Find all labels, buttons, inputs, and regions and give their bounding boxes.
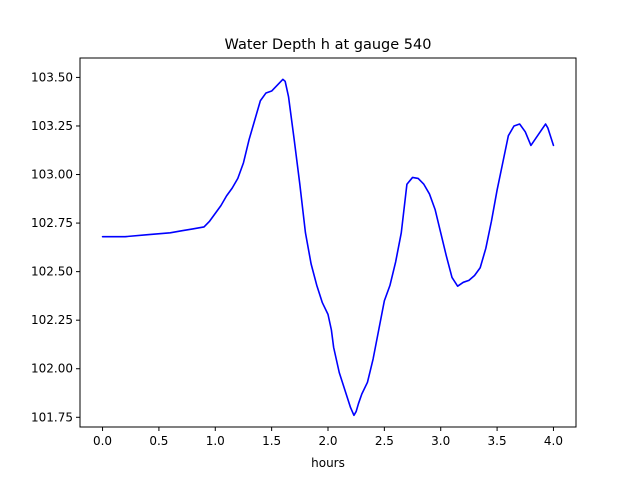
y-tick-label: 102.00 <box>31 362 73 376</box>
x-tick-label: 4.0 <box>544 434 563 448</box>
y-axis: 101.75 102.00 102.25 102.50 102.75 103.00 103.… <box>31 70 80 424</box>
y-tick-label: 101.75 <box>31 410 73 424</box>
x-tick-label: 1.5 <box>262 434 281 448</box>
x-tick-label: 3.0 <box>431 434 450 448</box>
x-tick-label: 3.5 <box>488 434 507 448</box>
x-tick-label: 1.0 <box>206 434 225 448</box>
chart-title: Water Depth h at gauge 540 <box>225 37 432 53</box>
series-line-1 <box>101 78 555 417</box>
y-tick-label: 103.50 <box>31 70 73 84</box>
y-tick-label: 103.00 <box>31 168 73 182</box>
x-tick-label: 0.5 <box>149 434 168 448</box>
x-axis-label: hours <box>311 456 345 470</box>
series-layer <box>101 78 555 417</box>
x-tick-label: 0.0 <box>93 434 112 448</box>
x-tick-label: 2.5 <box>375 434 394 448</box>
x-tick-label: 2.0 <box>318 434 337 448</box>
plot-area-frame <box>79 57 577 428</box>
y-tick-label: 103.25 <box>31 119 73 133</box>
y-tick-label: 102.25 <box>31 313 73 327</box>
y-tick-label: 102.50 <box>31 265 73 279</box>
x-axis: 0.0 0.5 1.0 1.5 2.0 2.5 3.0 3.5 4.0 <box>93 427 563 448</box>
y-tick-label: 102.75 <box>31 216 73 230</box>
